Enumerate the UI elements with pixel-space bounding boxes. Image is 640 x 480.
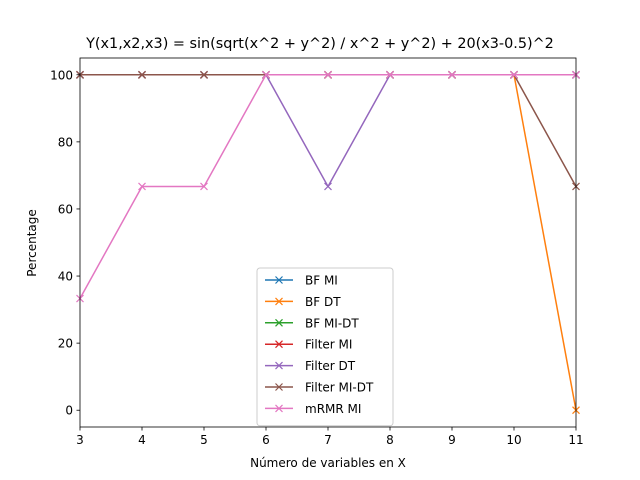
- x-tick-label: 6: [262, 433, 270, 447]
- data-point: [262, 70, 270, 79]
- x-tick-label: 8: [386, 433, 394, 447]
- legend-label: Filter MI-DT: [305, 381, 374, 395]
- legend-entry: BF MI-DT: [265, 316, 359, 330]
- legend: BF MI BF DT BF MI-DT Filter MI Filter DT Filt…: [256, 267, 394, 427]
- x-tick-label: 11: [568, 433, 583, 447]
- legend-label: Filter DT: [305, 359, 356, 373]
- chart-title: Y(x1,x2,x3) = sin(sqrt(x^2 + y^2) / x^2 …: [85, 36, 554, 52]
- x-axis-label: Número de variables en X: [250, 456, 406, 470]
- y-tick-label: 60: [58, 202, 73, 216]
- legend-marker: [275, 383, 283, 391]
- legend-label: mRMR MI: [305, 402, 361, 416]
- x-tick-label: 9: [448, 433, 456, 447]
- data-point: [324, 70, 332, 79]
- legend-entry: BF DT: [265, 295, 341, 309]
- legend-entry: BF MI: [265, 274, 338, 288]
- data-point: [200, 70, 208, 79]
- y-tick-label: 40: [58, 270, 73, 284]
- data-point: [138, 70, 146, 79]
- legend-label: BF MI-DT: [305, 316, 359, 330]
- y-tick-label: 20: [58, 337, 73, 351]
- data-point: [448, 70, 456, 79]
- legend-marker: [275, 297, 283, 306]
- data-point: [324, 182, 332, 191]
- legend-marker: [275, 404, 283, 413]
- x-tick-label: 10: [506, 433, 521, 447]
- legend-entry: Filter MI-DT: [265, 381, 374, 395]
- data-point: [200, 182, 208, 191]
- y-tick-label: 80: [58, 135, 73, 149]
- data-point: [138, 182, 146, 191]
- legend-entry: Filter MI: [265, 338, 352, 352]
- data-point: [510, 70, 518, 79]
- x-tick-label: 7: [324, 433, 332, 447]
- x-tick-label: 5: [200, 433, 208, 447]
- legend-label: Filter MI: [305, 338, 352, 352]
- legend-marker: [275, 318, 283, 327]
- data-point: [386, 70, 394, 79]
- legend-entry: Filter DT: [265, 359, 356, 373]
- legend-marker: [275, 361, 283, 370]
- axes: 3 4 5 6 7 8 9 10 11 0 20 40 60 80 100: [50, 57, 584, 447]
- legend-marker: [275, 276, 283, 284]
- legend-marker: [275, 340, 283, 349]
- x-tick-label: 4: [138, 433, 146, 447]
- legend-label: BF DT: [305, 295, 341, 309]
- y-tick-label: 0: [65, 404, 73, 418]
- x-tick-label: 3: [76, 433, 84, 447]
- y-axis-label: Percentage: [25, 209, 39, 277]
- legend-entry: mRMR MI: [265, 402, 361, 416]
- plot-area: [76, 70, 580, 415]
- legend-label: BF MI: [305, 274, 338, 288]
- y-tick-label: 100: [50, 68, 73, 82]
